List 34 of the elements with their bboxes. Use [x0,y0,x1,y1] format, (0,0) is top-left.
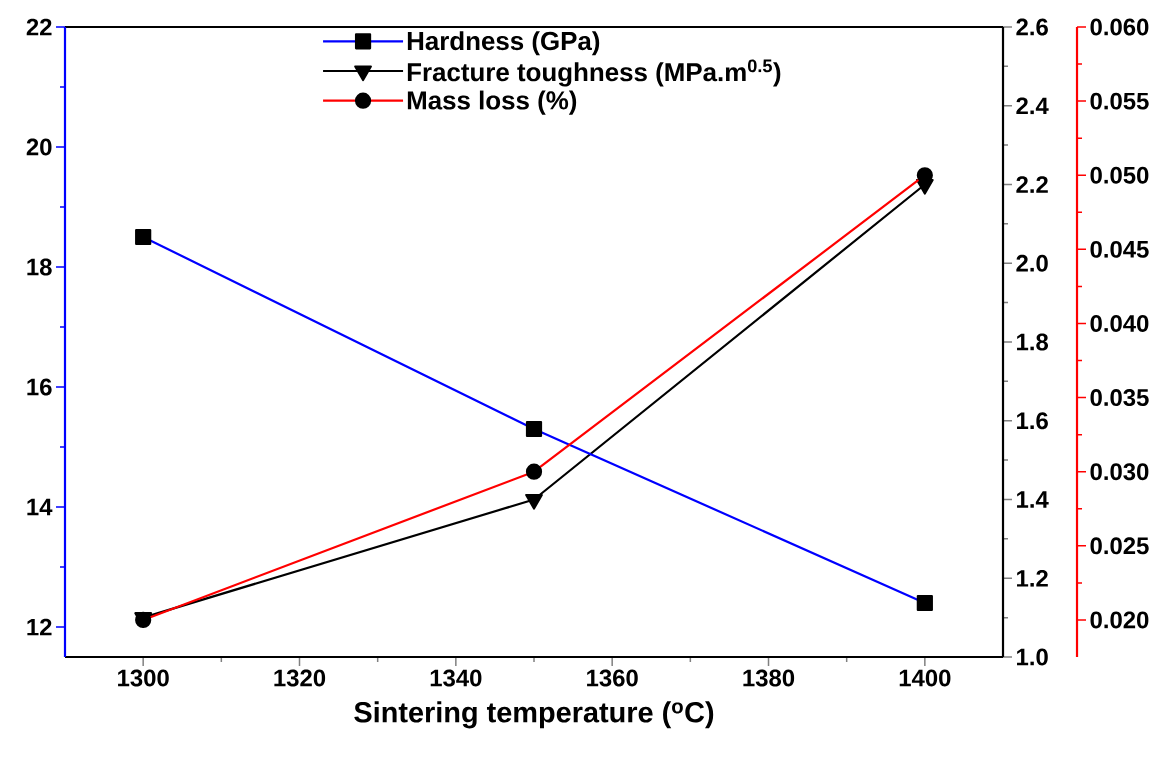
y3-tick-label: 0.045 [1090,240,1149,258]
y3-tick-label: 0.020 [1090,611,1149,629]
x-tick-label: 1360 [587,669,638,687]
legend-label: Fracture toughness (MPa.m$^{0.5}$) [407,59,781,87]
y3-tick-label: 0.025 [1090,537,1149,555]
y3-tick-label: 0.035 [1090,389,1149,407]
y3-tick-label: 0.050 [1090,166,1149,184]
x-tick-label: 1400 [899,669,951,687]
y2-tick-label: 1.4 [1017,491,1049,508]
y-tick-label: 16 [27,378,52,396]
y-tick-label: 18 [27,258,52,276]
y2-tick-label: 2.2 [1016,176,1048,193]
y-tick-label: 12 [27,618,52,636]
y3-tick-label: 0.040 [1090,315,1149,332]
x-tick-label: 1340 [430,669,482,687]
y2-tick-label: 2.0 [1016,254,1048,272]
x-tick-label: 1380 [743,669,795,687]
y3-tick-label: 0.055 [1090,92,1149,110]
y2-tick-label: 2.4 [1016,97,1049,115]
y-tick-label: 20 [26,138,52,156]
y-tick-label: 22 [26,18,52,36]
legend-label: Hardness (GPa) [407,31,600,56]
y3-tick-label: 0.060 [1090,18,1149,36]
y2-tick-label: 1.0 [1017,648,1048,666]
legend-label: Mass loss (%) [407,90,577,115]
x-tick-label: 1300 [118,669,169,687]
y2-tick-label: 1.6 [1017,412,1048,430]
y2-tick-label: 1.2 [1017,569,1048,587]
x-tick-label: 1320 [274,669,326,687]
x-axis-title: Sintering temperature ($^{o}$C) [354,701,714,729]
y2-tick-label: 2.6 [1016,18,1048,36]
y-tick-label: 14 [27,498,53,516]
y2-tick-label: 1.8 [1017,333,1049,351]
y3-tick-label: 0.030 [1090,463,1149,481]
